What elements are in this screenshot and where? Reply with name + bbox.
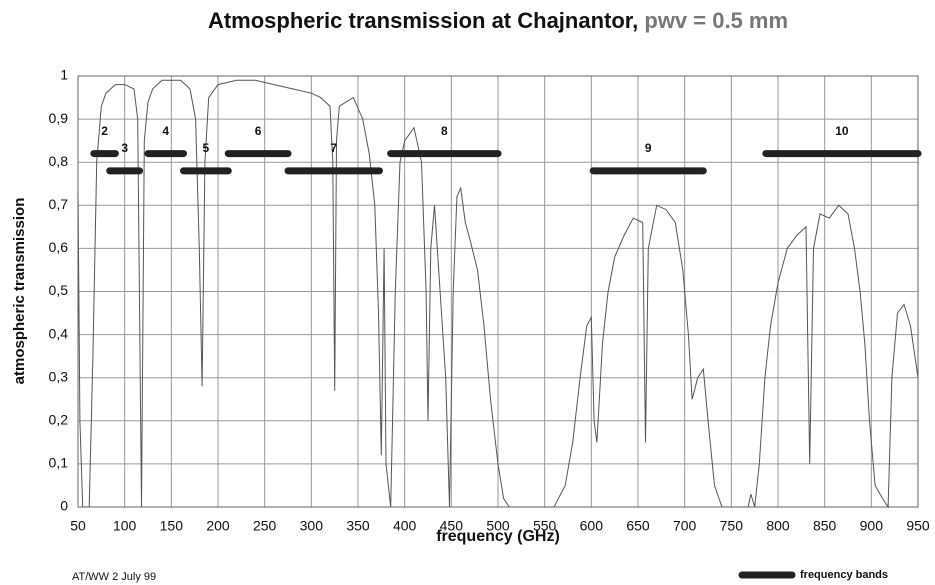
legend-label: frequency bands: [800, 569, 888, 581]
x-tick-label: 50: [70, 518, 86, 534]
x-tick-label: 950: [906, 518, 930, 534]
band-label: 7: [330, 141, 337, 155]
x-tick-label: 350: [346, 518, 370, 534]
title-main: Atmospheric transmission at Chajnantor,: [208, 8, 638, 33]
y-tick-label: 0,1: [49, 455, 69, 471]
x-tick-label: 150: [160, 518, 184, 534]
x-tick-label: 400: [393, 518, 417, 534]
x-tick-label: 450: [440, 518, 464, 534]
x-tick-label: 700: [673, 518, 697, 534]
x-tick-label: 800: [766, 518, 790, 534]
band-label: 8: [441, 124, 448, 138]
x-tick-label: 500: [486, 518, 510, 534]
band-label: 2: [101, 124, 108, 138]
y-tick-label: 0: [60, 498, 68, 514]
x-tick-label: 250: [253, 518, 277, 534]
x-tick-label: 750: [720, 518, 744, 534]
band-label: 4: [162, 124, 169, 138]
chart-title: Atmospheric transmission at Chajnantor, …: [208, 8, 788, 33]
x-tick-label: 200: [206, 518, 230, 534]
x-tick-label: 900: [860, 518, 884, 534]
transmission-line: [77, 79, 919, 509]
x-tick-label: 550: [533, 518, 557, 534]
y-axis-label: atmospheric transmission: [11, 198, 28, 385]
y-tick-label: 0,9: [49, 110, 69, 126]
x-tick-label: 650: [626, 518, 650, 534]
band-label: 10: [835, 124, 849, 138]
title-note: pwv = 0.5 mm: [644, 8, 788, 33]
x-tick-label: 850: [813, 518, 837, 534]
x-tick-label: 600: [580, 518, 604, 534]
x-tick-label: 300: [300, 518, 324, 534]
y-tick-label: 0,7: [49, 196, 69, 212]
y-tick-label: 1: [60, 67, 68, 83]
band-label: 9: [645, 141, 652, 155]
plot-frame: [77, 75, 919, 508]
footnote: AT/WW 2 July 99: [72, 571, 156, 583]
x-tick-label: 100: [113, 518, 137, 534]
band-label: 3: [121, 141, 128, 155]
x-axis-label: frequency (GHz): [436, 528, 560, 545]
band-label: 5: [203, 141, 210, 155]
y-tick-label: 0,5: [49, 282, 69, 298]
y-tick-label: 0,4: [49, 325, 69, 341]
band-label: 6: [255, 124, 262, 138]
y-tick-label: 0,8: [49, 153, 69, 169]
y-tick-label: 0,6: [49, 239, 69, 255]
y-tick-label: 0,3: [49, 368, 69, 384]
y-tick-label: 0,2: [49, 412, 69, 428]
